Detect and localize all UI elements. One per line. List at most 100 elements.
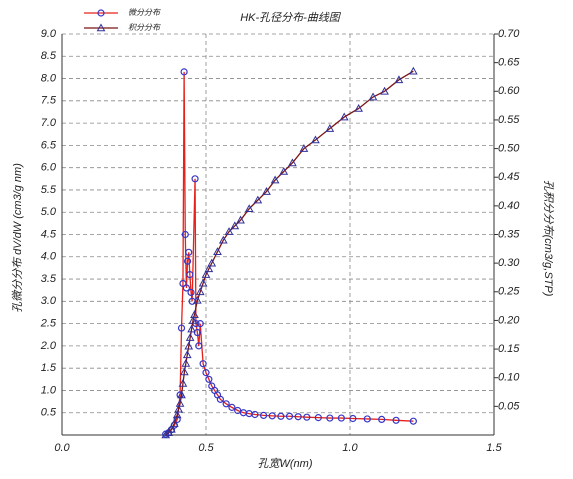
- data-point: [285, 412, 294, 420]
- data-point: [195, 342, 203, 350]
- y-tick-label: 8.0: [41, 72, 57, 84]
- y2-tick-label: 0.25: [498, 286, 520, 298]
- data-point: [394, 75, 404, 84]
- y-tick-label: 6.0: [41, 162, 57, 174]
- y-axis-label: 孔微分分布 dV/dW (cm3/g nm): [11, 163, 24, 313]
- data-point: [193, 295, 202, 304]
- y2-axis-label: 孔积分分布(cm3/g,STP): [542, 180, 555, 297]
- legend-marker: [97, 9, 105, 17]
- data-point: [177, 390, 186, 399]
- data-point: [378, 415, 386, 424]
- x-tick-label: 1.5: [486, 442, 502, 454]
- data-point: [193, 328, 201, 337]
- data-point: [244, 204, 254, 213]
- data-point: [172, 410, 182, 419]
- legend-label: 积分分布: [128, 23, 161, 32]
- data-point: [175, 398, 185, 407]
- y-tick-label: 4.0: [41, 251, 57, 263]
- data-point: [185, 248, 193, 256]
- y-tick-label: 1.5: [41, 362, 57, 374]
- data-point: [184, 341, 194, 350]
- data-point: [188, 315, 198, 324]
- chart-title: HK-孔径分布-曲线图: [240, 11, 342, 24]
- data-point: [181, 230, 189, 239]
- data-point: [299, 144, 309, 152]
- y-tick-label: 3.0: [41, 295, 57, 307]
- data-point: [303, 413, 311, 421]
- data-point: [288, 158, 297, 167]
- series-line: [165, 70, 414, 436]
- y2-tick-label: 0.05: [498, 400, 520, 412]
- y2-tick-label: 0.30: [498, 257, 520, 269]
- data-point: [279, 166, 289, 175]
- y-tick-label: 8.5: [41, 50, 57, 62]
- data-point: [368, 92, 378, 101]
- data-point: [179, 279, 187, 288]
- data-point: [314, 414, 322, 422]
- data-point: [354, 103, 363, 112]
- data-point: [325, 123, 335, 132]
- data-point: [230, 221, 240, 230]
- data-point: [169, 419, 179, 427]
- data-point: [186, 271, 194, 279]
- data-point: [222, 400, 230, 408]
- data-point: [270, 175, 280, 184]
- data-point: [187, 288, 195, 297]
- data-point: [180, 68, 188, 76]
- data-point: [253, 195, 263, 204]
- legend-marker: [96, 23, 106, 32]
- y2-tick-label: 0.40: [498, 200, 520, 212]
- y-tick-label: 7.0: [41, 117, 57, 129]
- data-point: [268, 412, 276, 420]
- data-point: [311, 135, 320, 144]
- data-point: [180, 367, 189, 376]
- y2-tick-label: 0.60: [498, 85, 520, 97]
- data-point: [260, 411, 268, 419]
- data-point: [349, 414, 357, 423]
- data-point: [177, 324, 186, 332]
- data-point: [224, 227, 234, 235]
- y-tick-label: 1.0: [41, 384, 57, 396]
- y-tick-label: 5.5: [41, 184, 57, 196]
- data-point: [216, 395, 224, 403]
- y-tick-label: 9.0: [41, 28, 57, 40]
- data-point: [207, 258, 217, 267]
- y2-tick-label: 0.35: [498, 228, 520, 240]
- data-point: [199, 360, 207, 368]
- data-point: [204, 264, 214, 273]
- data-point: [213, 247, 222, 255]
- y-tick-label: 0.5: [41, 407, 57, 419]
- data-point: [294, 413, 302, 421]
- data-point: [277, 412, 285, 420]
- data-point: [392, 416, 400, 424]
- data-point: [182, 284, 191, 292]
- data-point: [251, 410, 259, 419]
- data-point: [174, 404, 183, 413]
- y-tick-label: 2.5: [40, 318, 57, 330]
- y-tick-label: 7.5: [41, 95, 57, 107]
- legend-label: 微分分布: [128, 8, 161, 17]
- data-point: [167, 424, 176, 433]
- data-point: [190, 310, 199, 318]
- data-point: [161, 430, 171, 439]
- y-tick-label: 5.0: [41, 206, 57, 218]
- y-tick-label: 6.5: [41, 139, 57, 151]
- data-point: [409, 417, 417, 425]
- data-point: [337, 414, 345, 422]
- data-point: [409, 66, 418, 75]
- data-point: [185, 333, 195, 341]
- data-point: [236, 215, 245, 224]
- y2-tick-label: 0.65: [498, 57, 520, 69]
- data-point: [380, 86, 389, 95]
- data-point: [326, 414, 334, 422]
- x-tick-label: 0.5: [198, 442, 214, 454]
- data-point: [228, 403, 236, 411]
- y2-tick-label: 0.55: [498, 114, 520, 126]
- data-point: [205, 375, 213, 383]
- y2-tick-label: 0.15: [498, 343, 520, 355]
- x-tick-label: 0.0: [54, 442, 70, 454]
- data-point: [202, 369, 210, 377]
- y2-tick-label: 0.20: [498, 314, 520, 326]
- data-point: [191, 175, 199, 183]
